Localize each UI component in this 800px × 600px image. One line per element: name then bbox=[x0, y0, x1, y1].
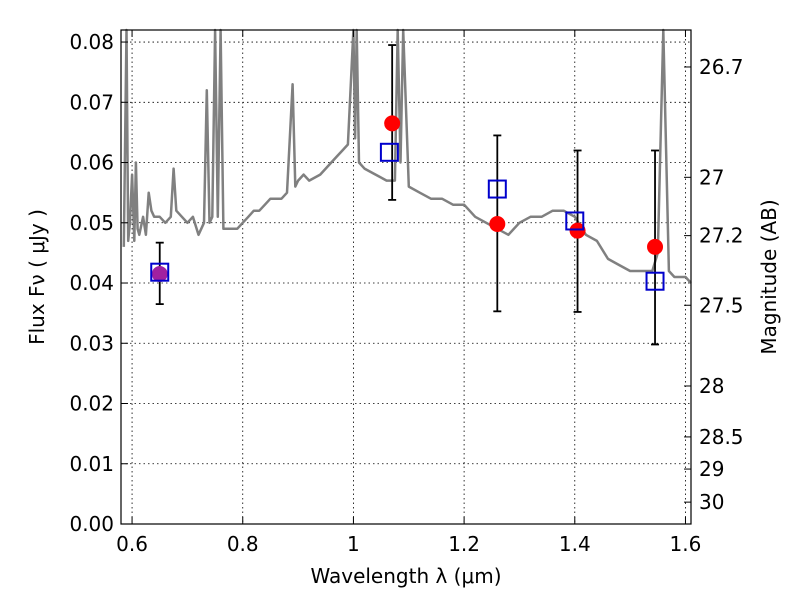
observed-point bbox=[151, 265, 168, 282]
spectrum-layer bbox=[122, 28, 692, 284]
y-tick-label: 0.07 bbox=[69, 90, 114, 114]
y-tick-label: 0.03 bbox=[69, 331, 114, 355]
y-tick-label: 0.06 bbox=[69, 151, 114, 175]
observed-point bbox=[384, 115, 401, 132]
model-points bbox=[150, 142, 665, 291]
observed-point bbox=[569, 222, 586, 239]
x-tick-label: 0.8 bbox=[227, 532, 259, 556]
x-tick-label: 0.6 bbox=[116, 532, 148, 556]
model-point bbox=[379, 142, 399, 162]
model-point bbox=[645, 271, 665, 291]
y-tick-label: 0.02 bbox=[69, 392, 114, 416]
y2-tick-label: 27.2 bbox=[699, 224, 744, 248]
model-point bbox=[565, 211, 585, 231]
y2-tick-label: 28.5 bbox=[699, 425, 744, 449]
y-axis: 0.00 0.01 0.02 0.03 0.04 0.05 0.06 0.07 0.08 bbox=[69, 30, 128, 536]
model-point bbox=[150, 262, 170, 282]
x-axis: 0.6 0.8 1 1.2 1.4 1.6 bbox=[116, 30, 701, 556]
observed-point bbox=[647, 238, 664, 255]
y-tick-label: 0.00 bbox=[69, 512, 114, 536]
y-tick-label: 0.08 bbox=[69, 30, 114, 54]
y2-axis: 26.7 27 27.2 27.5 28 28.5 29 30 bbox=[684, 55, 744, 514]
y2-tick-label: 26.7 bbox=[699, 55, 744, 79]
y2-tick-label: 29 bbox=[699, 457, 724, 481]
errorbar-layer bbox=[155, 44, 660, 346]
x-tick-label: 1.2 bbox=[448, 532, 480, 556]
y2-tick-label: 30 bbox=[699, 490, 724, 514]
y2-tick-label: 27.5 bbox=[699, 293, 744, 317]
y2-axis-label: Magnitude (AB) bbox=[757, 199, 781, 354]
x-tick-label: 1.6 bbox=[670, 532, 702, 556]
observed-point bbox=[489, 215, 506, 232]
observed-points bbox=[151, 115, 664, 282]
model-point bbox=[487, 179, 507, 199]
y-tick-label: 0.01 bbox=[69, 452, 114, 476]
x-tick-label: 1 bbox=[347, 532, 360, 556]
y-tick-label: 0.05 bbox=[69, 211, 114, 235]
y2-tick-label: 27 bbox=[699, 165, 724, 189]
y-axis-label: Flux Fν ( μJy ) bbox=[25, 209, 49, 345]
x-axis-label: Wavelength λ (μm) bbox=[310, 564, 501, 588]
plot-frame bbox=[120, 29, 692, 525]
y2-tick-label: 28 bbox=[699, 374, 724, 398]
x-tick-label: 1.4 bbox=[559, 532, 591, 556]
y-tick-label: 0.04 bbox=[69, 271, 114, 295]
spectrum-line bbox=[122, 28, 692, 284]
